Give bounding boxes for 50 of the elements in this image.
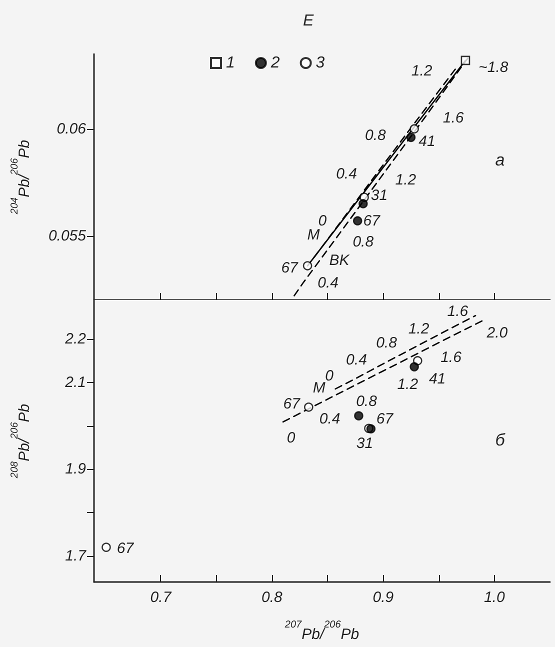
x-tick-label: 0.8 — [262, 589, 284, 606]
annotation: 41 — [418, 132, 436, 150]
y-tick-label: 1.7 — [65, 547, 87, 564]
annotation: 1.2 — [395, 172, 417, 189]
annotation: a — [495, 150, 505, 170]
y-axis-title: 204Pb/206Pb — [10, 140, 33, 216]
annotation: 0 — [325, 367, 334, 384]
annotation: 67 — [281, 259, 299, 276]
annotation: 0.4 — [319, 410, 340, 428]
series-label: M — [312, 379, 326, 396]
annotation: 0 — [318, 212, 328, 230]
annotation: 1.2 — [411, 62, 433, 80]
annotation: 0.8 — [352, 234, 374, 251]
annotation: 67 — [116, 540, 134, 557]
annotation: 0 — [286, 429, 296, 446]
chart-title: E — [303, 12, 314, 30]
annotation: 1.6 — [440, 348, 462, 366]
legend-label: 3 — [316, 54, 325, 72]
series-label: M — [307, 226, 320, 244]
y-tick-label: 2.2 — [64, 330, 87, 348]
y-axis-title: 208Pb/206Pb — [10, 404, 33, 480]
annotation: 0.4 — [346, 352, 367, 369]
annotation: 31 — [370, 186, 388, 204]
legend-label: 2 — [270, 54, 280, 72]
annotation: 0.8 — [364, 126, 386, 144]
annotation: 67 — [283, 396, 301, 413]
annotation: 31 — [356, 434, 374, 452]
annotation: 1.6 — [442, 110, 464, 127]
x-tick-label: 0.9 — [372, 589, 394, 606]
y-tick-label: 1.9 — [65, 460, 87, 478]
series-label: BK — [329, 252, 350, 270]
annotation: 2.0 — [486, 324, 508, 342]
annotation: 67 — [363, 212, 381, 230]
annotation: б — [495, 430, 506, 450]
annotation: 1.2 — [397, 376, 419, 394]
annotation: 0.8 — [356, 392, 378, 410]
annotation: 1.6 — [447, 303, 469, 320]
x-tick-label: 1.0 — [484, 589, 506, 606]
annotation: 0.4 — [336, 165, 357, 182]
y-tick-label: 0.055 — [48, 227, 87, 244]
annotation: 0.8 — [376, 334, 398, 352]
annotation: ~1.8 — [478, 58, 509, 76]
annotation: 1.2 — [408, 320, 430, 338]
annotation: 0.4 — [318, 274, 339, 292]
x-tick-label: 0.7 — [150, 589, 172, 606]
y-tick-label: 2.1 — [64, 374, 86, 391]
annotation: 41 — [428, 370, 446, 388]
y-tick-label: 0.06 — [56, 120, 87, 138]
legend-label: 1 — [226, 54, 235, 72]
annotation: 67 — [376, 410, 394, 428]
